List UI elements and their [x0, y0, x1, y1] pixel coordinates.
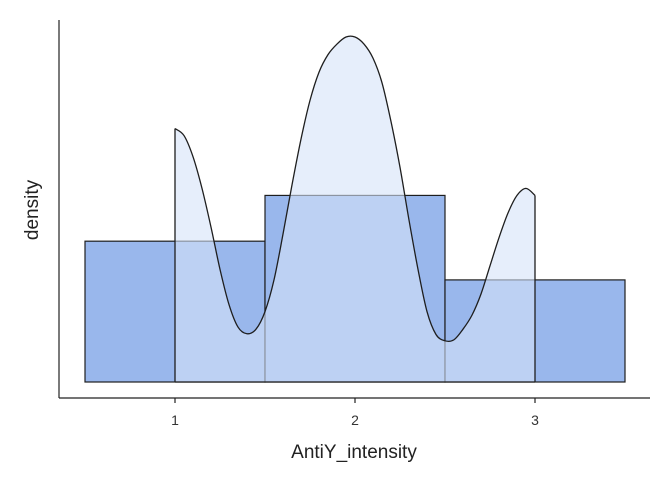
- density-area: [175, 36, 535, 382]
- x-tick-label-3: 3: [531, 412, 539, 428]
- density-curve: [174, 35, 536, 343]
- x-axis-title: AntiY_intensity: [291, 442, 417, 463]
- y-axis-title: density: [22, 179, 43, 240]
- x-tick-label-1: 1: [171, 412, 179, 428]
- x-ticks: 1 2 3: [171, 398, 539, 428]
- x-tick-label-2: 2: [351, 412, 359, 428]
- density-curve-layer: [174, 35, 536, 383]
